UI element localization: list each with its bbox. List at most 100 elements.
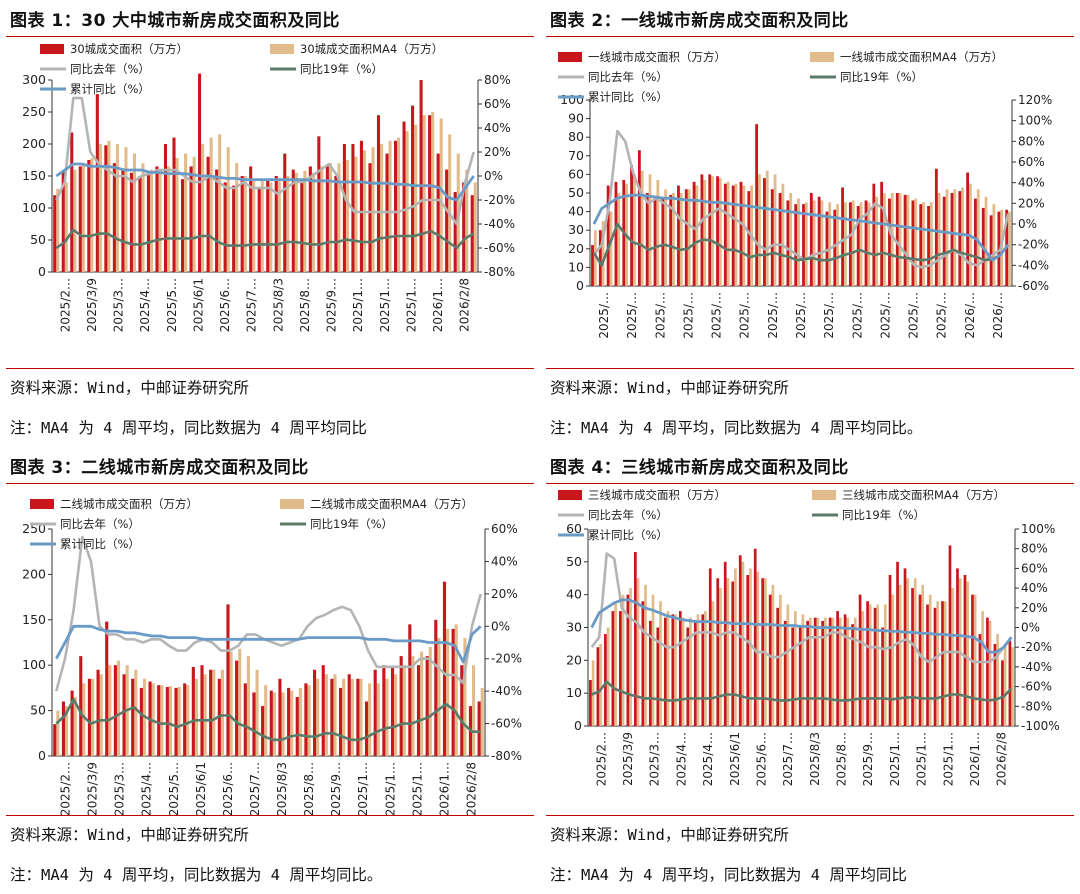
x-tick-label: 2025/1… bbox=[378, 278, 392, 332]
area-bar bbox=[851, 624, 854, 726]
area-bar bbox=[252, 692, 256, 756]
ma4-bar bbox=[797, 198, 800, 286]
right-tick-label: 60% bbox=[491, 522, 518, 536]
area-bar bbox=[880, 181, 884, 286]
area-bar bbox=[783, 620, 787, 726]
source-divider bbox=[6, 815, 534, 816]
area-bar bbox=[376, 115, 381, 272]
title-divider bbox=[546, 483, 1074, 484]
left-tick-label: 10 bbox=[566, 685, 582, 700]
right-tick-label: 40% bbox=[1021, 581, 1048, 595]
right-tick-label: 0% bbox=[1021, 621, 1040, 635]
ma4-bar bbox=[333, 674, 337, 756]
ma4-bar bbox=[177, 686, 181, 756]
ma4-bar bbox=[703, 179, 707, 286]
right-tick-label: -60% bbox=[491, 717, 522, 731]
area-bar bbox=[308, 166, 312, 272]
ma4-bar bbox=[385, 678, 389, 756]
x-tick-label: 2025/6/1 bbox=[191, 278, 205, 332]
area-bar bbox=[770, 189, 774, 286]
legend-label-ma: 二线城市成交面积MA4（万方） bbox=[310, 497, 473, 511]
area-bar bbox=[451, 628, 455, 756]
area-bar bbox=[428, 115, 432, 272]
area-bar bbox=[113, 665, 117, 756]
ma4-bar bbox=[816, 617, 820, 726]
panel-2: 图表 2：一线城市新房成交面积及同比 0 10 20 30 40 50 60 70 80 90 10… bbox=[540, 0, 1080, 447]
legend-label-ma: 30城成交面积MA4（万方） bbox=[300, 42, 443, 56]
ma4-bar bbox=[828, 202, 832, 286]
x-tick-label: 2025/4… bbox=[138, 278, 152, 332]
x-tick-label: 2025/… bbox=[878, 292, 892, 339]
ma4-bar bbox=[966, 581, 970, 726]
ma4-bar bbox=[324, 674, 328, 756]
ma4-bar bbox=[290, 690, 294, 756]
area-bar bbox=[661, 198, 665, 286]
left-tick-label: 250 bbox=[22, 104, 46, 119]
right-tick-label: -40% bbox=[1018, 258, 1049, 272]
right-tick-label: 0% bbox=[484, 169, 503, 183]
area-bar bbox=[180, 179, 185, 272]
right-tick-label: -60% bbox=[484, 241, 515, 255]
area-bar bbox=[653, 196, 657, 286]
ma4-bar bbox=[599, 643, 602, 726]
left-tick-label: 20 bbox=[566, 652, 582, 667]
area-bar bbox=[656, 627, 660, 726]
area-bar bbox=[686, 627, 690, 726]
area-bar bbox=[419, 80, 423, 272]
ma4-bar bbox=[992, 204, 996, 286]
area-bar bbox=[956, 568, 959, 726]
ma4-bar bbox=[679, 193, 683, 286]
right-tick-label: 40% bbox=[1018, 176, 1045, 190]
right-tick-label: -20% bbox=[491, 652, 522, 666]
x-tick-label: 2025/… bbox=[907, 292, 921, 339]
legend-swatch-bar bbox=[558, 52, 582, 62]
area-bar bbox=[200, 665, 204, 756]
ma4-bar bbox=[99, 674, 103, 756]
ma4-bar bbox=[851, 200, 855, 286]
area-bar bbox=[848, 202, 852, 286]
area-bar bbox=[843, 614, 847, 726]
ma4-bar bbox=[704, 611, 707, 726]
ma-note: 注：MA4 为 4 周平均，同比数据为 4 周平均同比。 bbox=[10, 866, 383, 884]
x-tick-label: 2025/2… bbox=[594, 732, 608, 786]
ma4-bar bbox=[734, 568, 737, 726]
area-bar bbox=[911, 588, 914, 726]
ma4-bar bbox=[73, 696, 77, 756]
ma4-bar bbox=[184, 153, 188, 272]
ma4-bar bbox=[921, 584, 925, 726]
x-tick-label: 2026/2/8 bbox=[995, 732, 1009, 786]
ma4-bar bbox=[859, 202, 863, 286]
ma4-bar bbox=[168, 686, 173, 756]
ma4-bar bbox=[644, 584, 647, 726]
area-bar bbox=[809, 193, 813, 286]
left-tick-label: 200 bbox=[22, 136, 46, 151]
left-tick-label: 0 bbox=[38, 264, 46, 279]
ma4-bar bbox=[298, 687, 302, 756]
x-tick-label: 2025/1… bbox=[404, 278, 418, 332]
legend-swatch-bar bbox=[40, 44, 64, 54]
ma4-bar bbox=[286, 176, 290, 272]
legend-label-bar: 二线城市成交面积（万方） bbox=[60, 497, 198, 511]
yoy19-line bbox=[591, 680, 1013, 702]
area-bar bbox=[232, 185, 236, 272]
area-bar bbox=[243, 683, 247, 756]
area-bar bbox=[402, 121, 406, 272]
right-tick-label: 0% bbox=[1018, 217, 1037, 231]
area-bar bbox=[198, 73, 202, 272]
ma4-bar bbox=[82, 683, 86, 756]
ma4-bar bbox=[132, 153, 137, 272]
legend-label-ma: 一线城市成交面积MA4（万方） bbox=[840, 50, 1003, 64]
area-bar bbox=[881, 627, 884, 726]
area-bar bbox=[997, 211, 1001, 286]
ma4-bar bbox=[951, 588, 955, 726]
ma4-bar bbox=[867, 202, 871, 286]
area-bar bbox=[888, 574, 892, 726]
ma4-bar bbox=[629, 588, 632, 726]
title-divider bbox=[6, 483, 534, 484]
area-bar bbox=[347, 674, 351, 756]
area-bar bbox=[723, 183, 727, 286]
ma4-bar bbox=[260, 179, 264, 272]
area-bar bbox=[477, 701, 481, 756]
area-bar bbox=[794, 204, 798, 286]
x-tick-label: 2025/5… bbox=[167, 762, 181, 815]
